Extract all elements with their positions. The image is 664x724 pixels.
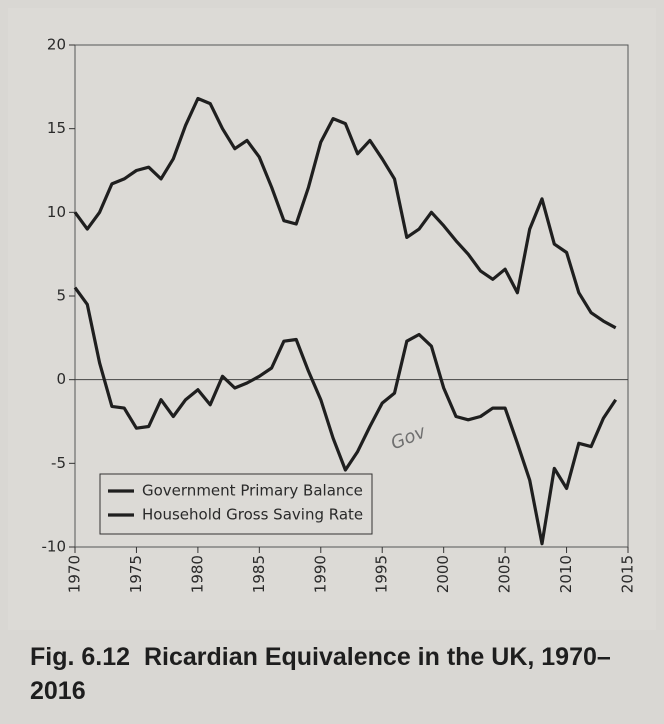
series-line: [73, 96, 617, 330]
x-tick-label: 1980: [188, 555, 206, 593]
x-tick-label: 2000: [434, 555, 452, 593]
series-line: [73, 286, 618, 546]
y-tick-label: 0: [56, 370, 66, 388]
y-tick-label: 10: [47, 203, 66, 221]
x-tick-label: 2005: [496, 555, 514, 593]
x-tick-label: 1970: [66, 555, 84, 593]
figure-label: Fig. 6.12: [30, 643, 131, 671]
y-tick-label: 5: [56, 287, 66, 305]
y-tick-label: -5: [51, 454, 66, 472]
x-tick-label: 1985: [250, 555, 268, 593]
x-tick-label: 1990: [311, 555, 329, 593]
legend-box: [99, 473, 373, 535]
legend-label: Government Primary Balance: [142, 482, 363, 500]
y-tick-label: 15: [47, 119, 66, 137]
x-tick-label: 1975: [127, 555, 145, 593]
chart-title: Ricardian Equivalence in the UK, 1970–20…: [30, 643, 611, 705]
y-tick-label: -10: [42, 538, 67, 556]
x-tick-label: 1995: [373, 555, 391, 593]
plot-background: [8, 8, 656, 630]
x-tick-label: 2015: [619, 555, 637, 593]
x-tick-label: 2010: [557, 555, 575, 593]
legend-label: Household Gross Saving Rate: [142, 506, 363, 524]
y-tick-label: 20: [47, 36, 66, 54]
caption: Fig. 6.12 Ricardian Equivalence in the U…: [30, 640, 650, 708]
